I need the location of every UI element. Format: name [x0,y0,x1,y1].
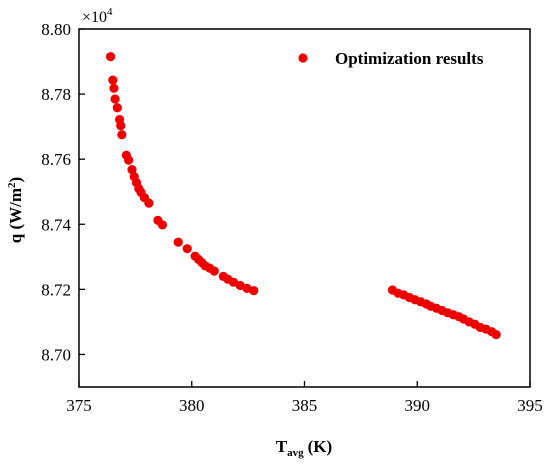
x-tick-label: 385 [292,396,318,415]
y-tick-label: 8.74 [41,215,71,234]
y-axis-multiplier-exponent: 4 [107,6,113,18]
y-tick-label: 8.72 [41,280,71,299]
y-tick-label: 8.78 [41,85,71,104]
x-axis-title-base: T [276,437,288,456]
x-axis-title: Tavg (K) [276,437,332,459]
y-axis-multiplier-base: ×10 [82,9,107,26]
y-axis-title: q (W/m2) [6,177,25,243]
data-point [116,121,126,131]
legend-marker [298,53,308,63]
data-point [144,198,154,208]
y-axis-title-base: q (W/m [6,188,25,243]
data-points [105,52,501,340]
data-point [112,103,122,113]
data-point [127,164,137,175]
data-point [249,286,259,296]
y-tick-label: 8.80 [41,20,71,39]
data-point [157,220,168,230]
x-axis-title-unit: (K) [308,437,333,456]
data-point [108,75,118,85]
data-point [124,155,134,165]
y-tick-label: 8.70 [41,345,71,364]
legend: Optimization results [298,49,484,68]
data-point [491,330,501,340]
y-axis: 8.70 8.72 8.74 8.76 8.78 8.80 [41,20,85,364]
data-point [105,52,116,62]
data-point [117,130,127,140]
legend-label: Optimization results [335,49,484,68]
x-axis-title-subscript: avg [287,447,304,459]
y-axis-title-end: ) [6,177,25,183]
y-axis-title-superscript: 2 [6,182,18,188]
x-tick-label: 380 [179,396,205,415]
x-tick-label: 390 [405,396,431,415]
data-point [173,237,183,247]
data-point [182,244,192,254]
x-tick-label: 395 [517,396,543,415]
y-axis-multiplier: ×104 [82,6,113,26]
x-tick-label: 375 [66,396,92,415]
data-point [110,94,120,104]
x-axis: 375 380 385 390 395 [66,381,543,415]
data-point [109,83,119,93]
data-point [209,266,219,276]
y-tick-label: 8.76 [41,150,71,169]
plot-frame [78,28,531,388]
